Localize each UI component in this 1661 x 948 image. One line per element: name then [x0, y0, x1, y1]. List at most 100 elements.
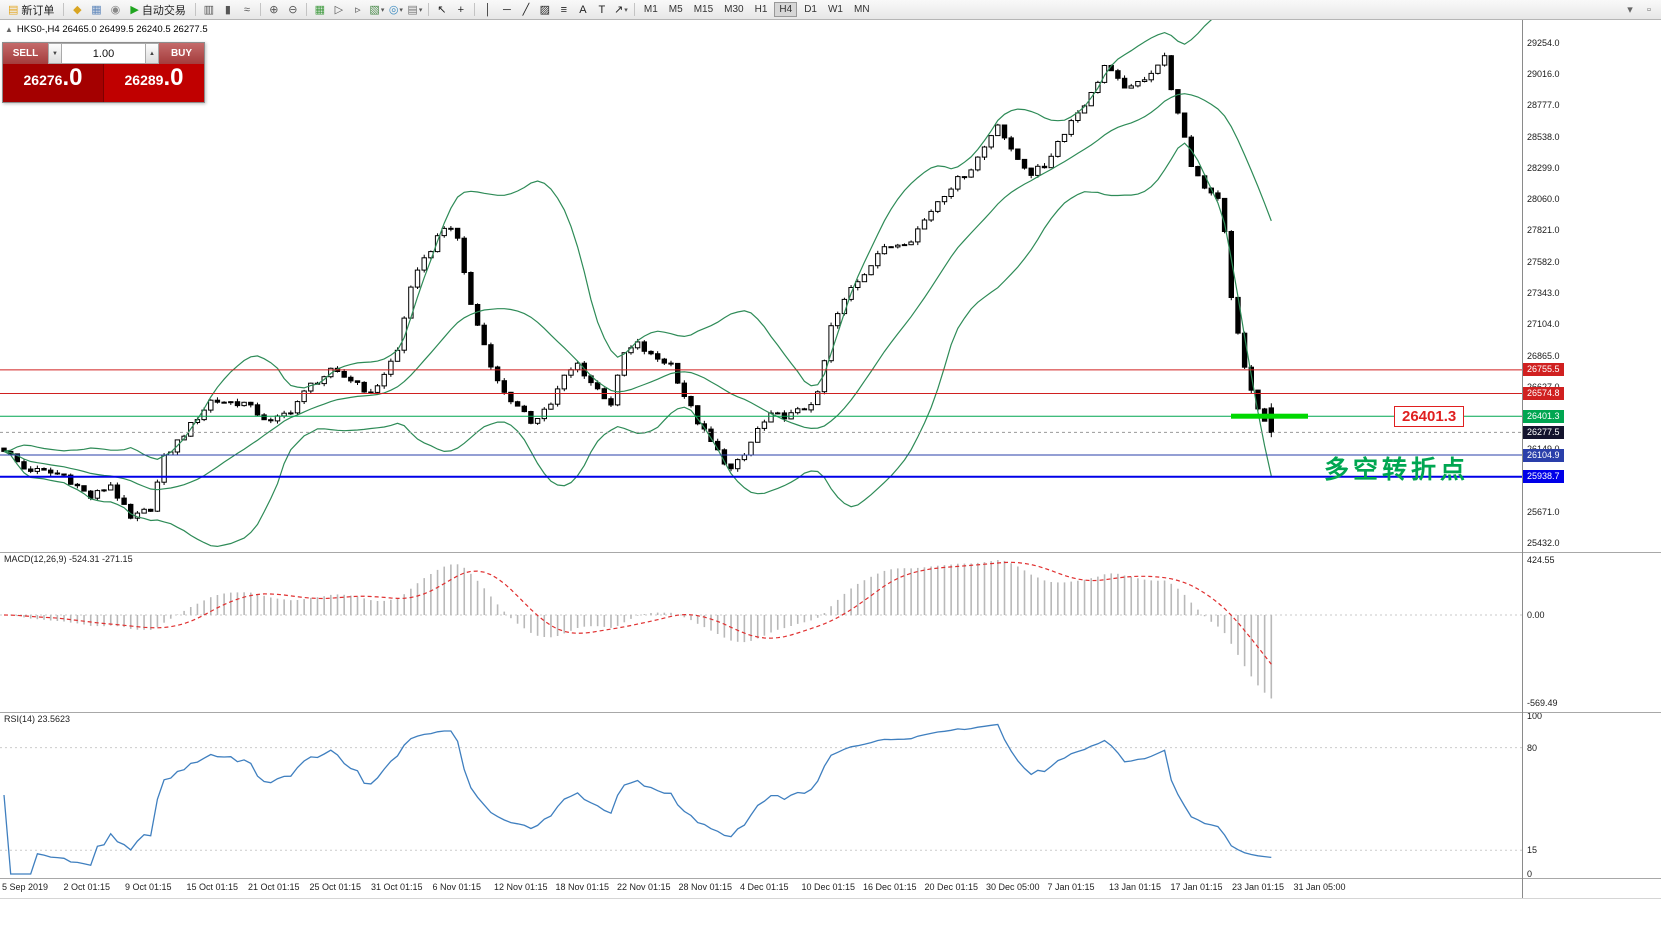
bar-chart-icon[interactable]: ▥ — [200, 1, 218, 18]
price-axis-label: 26865.0 — [1527, 350, 1560, 361]
time-axis-label: 2 Oct 01:15 — [63, 882, 111, 892]
zoom-in-icon: ⊕ — [269, 4, 279, 16]
text-label-icon[interactable]: T — [593, 1, 611, 18]
zoom-out-icon[interactable]: ⊖ — [284, 1, 302, 18]
macd-axis-label: 424.55 — [1527, 555, 1555, 565]
timeframe-m15[interactable]: M15 — [693, 4, 714, 15]
timeframe-m30[interactable]: M30 — [724, 4, 744, 15]
price-axis-label: 27582.0 — [1527, 256, 1560, 267]
volume-decrease-button[interactable]: ▼ — [48, 43, 62, 64]
market-watch-icon[interactable]: ▦ — [87, 1, 105, 18]
toolbar-separator — [259, 3, 261, 16]
indicators-dialog-icon[interactable]: ▤ ▾ — [406, 1, 424, 18]
turning-point-annotation[interactable]: 多空转折点 — [1324, 456, 1470, 484]
time-axis-label: 30 Dec 05:00 — [986, 882, 1040, 892]
rsi-pane-separator[interactable] — [0, 712, 1661, 713]
macd-label: MACD(12,26,9) -524.31 -271.15 — [4, 554, 133, 564]
sell-button[interactable]: SELL — [3, 43, 48, 64]
volume-increase-button[interactable]: ▲ — [145, 43, 159, 64]
new-order-button[interactable]: ▤ 新订单 — [3, 1, 59, 18]
time-axis-label: 17 Jan 01:15 — [1170, 882, 1223, 892]
bar-chart-icon: ▥ — [203, 4, 215, 16]
fibonacci-icon: ≡ — [560, 3, 568, 16]
line-chart-icon[interactable]: ≈ — [238, 1, 256, 18]
equidistant-channel-icon[interactable]: ▨ — [536, 1, 554, 18]
time-axis-label: 4 Dec 01:15 — [740, 882, 789, 892]
candlestick-chart-icon[interactable]: ▮ — [219, 1, 237, 18]
time-axis-label: 5 Sep 2019 — [2, 882, 49, 892]
rsi-axis-label: 15 — [1527, 845, 1538, 856]
rsi-label: RSI(14) 23.5623 — [4, 714, 71, 724]
new-chart-icon: ▧ — [369, 4, 380, 16]
caret-down-icon: ▾ — [624, 6, 628, 14]
time-axis-label: 22 Nov 01:15 — [617, 882, 671, 892]
profiles-icon[interactable]: ◎ ▾ — [387, 1, 405, 18]
price-callout-26401[interactable]: 26401.3 — [1394, 406, 1465, 427]
price-axis-label: 28299.0 — [1527, 162, 1560, 173]
time-axis-label: 21 Oct 01:15 — [248, 882, 300, 892]
time-axis-label: 7 Jan 01:15 — [1047, 882, 1095, 892]
crosshair-icon[interactable]: + — [452, 1, 470, 18]
auto-scroll-icon[interactable]: ▷ — [330, 1, 348, 18]
price-axis-label: 29254.0 — [1527, 38, 1560, 48]
cursor-icon[interactable]: ↖ — [433, 1, 451, 18]
timeframe-h1[interactable]: H1 — [754, 4, 768, 15]
timeframe-w1[interactable]: W1 — [827, 4, 843, 15]
chart-shift-icon: ▹ — [355, 4, 361, 16]
symbol-ohlc-line: ▲ HKS0-,H4 26465.0 26499.5 26240.5 26277… — [5, 24, 208, 35]
zoom-in-icon[interactable]: ⊕ — [265, 1, 283, 18]
buy-price-panel[interactable]: 26289 .0 — [104, 64, 204, 102]
time-axis-separator — [0, 878, 1661, 879]
time-axis-label: 12 Nov 01:15 — [494, 882, 548, 892]
time-axis[interactable]: 5 Sep 2019 2 Oct 01:15 9 Oct 01:15 15 Oct 0… — [0, 878, 1661, 898]
buy-price-decimal: .0 — [163, 64, 184, 91]
one-click-trading-widget: SELL ▼ ▲ BUY 26276 .0 26289 .0 — [2, 42, 205, 103]
macd-axis-label: -569.49 — [1527, 698, 1558, 708]
horizontal-line-icon[interactable]: ─ — [498, 1, 516, 18]
autotrading-button[interactable]: ▶ 自动交易 — [125, 1, 190, 18]
timeframe-m5[interactable]: M5 — [668, 4, 683, 15]
docking-icon[interactable]: ▫ — [1647, 3, 1651, 16]
text-icon[interactable]: A — [574, 1, 592, 18]
text-icon: A — [579, 3, 587, 16]
toolbar-separator — [63, 3, 65, 16]
buy-button[interactable]: BUY — [159, 43, 204, 64]
line-chart-icon: ≈ — [243, 3, 250, 16]
timeframe-mn[interactable]: MN — [853, 4, 870, 15]
level-price-tag: 25938.7 — [1523, 470, 1564, 484]
text-label-icon: T — [598, 3, 606, 16]
horizontal-line-icon: ─ — [502, 3, 511, 16]
timeframe-d1[interactable]: D1 — [804, 4, 817, 15]
price-axis-line[interactable] — [1522, 20, 1523, 898]
toolbar-separator — [473, 3, 475, 16]
price-axis-label: 28777.0 — [1527, 100, 1560, 111]
arrows-icon[interactable]: ↗ ▾ — [612, 1, 630, 18]
price-axis-label: 28538.0 — [1527, 131, 1560, 142]
vertical-line-icon: │ — [484, 3, 492, 16]
volume-input[interactable] — [62, 43, 145, 64]
level-price-tag: 26401.3 — [1523, 409, 1564, 423]
new-chart-icon[interactable]: ▧ ▾ — [368, 1, 386, 18]
chart-shift-icon[interactable]: ▹ — [349, 1, 367, 18]
sell-price-panel[interactable]: 26276 .0 — [3, 64, 104, 102]
toolbar-separator — [194, 3, 196, 16]
timeframe-m1[interactable]: M1 — [643, 4, 658, 15]
price-axis-label: 25432.0 — [1527, 538, 1560, 548]
one-click-collapse-arrow[interactable]: ▲ — [5, 25, 13, 34]
vertical-line-icon[interactable]: │ — [479, 1, 497, 18]
level-price-tag: 26574.8 — [1523, 387, 1564, 400]
timeframe-h4[interactable]: H4 — [774, 2, 798, 17]
metaeditor-icon[interactable]: ◆ — [68, 1, 86, 18]
trendline-icon[interactable]: ╱ — [517, 1, 535, 18]
navigator-icon[interactable]: ◉ — [106, 1, 124, 18]
toolbar-separator — [633, 3, 635, 16]
time-axis-label: 28 Nov 01:15 — [678, 882, 733, 892]
tile-windows-icon[interactable]: ▦ — [311, 1, 329, 18]
macd-pane-separator[interactable] — [0, 552, 1661, 553]
crosshair-icon: + — [457, 3, 465, 16]
fibonacci-icon[interactable]: ≡ — [555, 1, 573, 18]
auto-scroll-icon: ▷ — [334, 4, 344, 16]
toolbar-overflow-icon[interactable]: ▾ — [1627, 4, 1633, 16]
time-axis-label: 9 Oct 01:15 — [125, 882, 172, 892]
